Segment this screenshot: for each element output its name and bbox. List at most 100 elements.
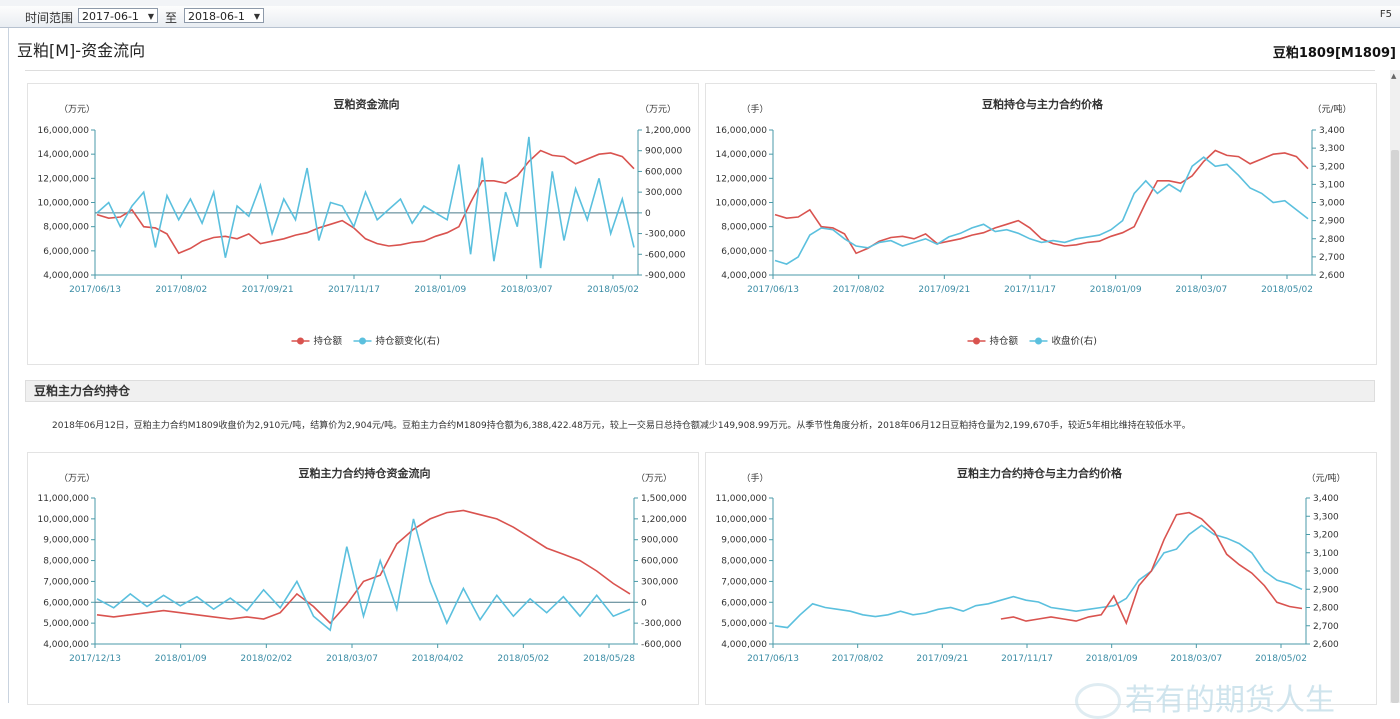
y-left-unit: （万元） (59, 473, 95, 484)
y-right-tick-label: 600,000 (645, 167, 682, 177)
chart-fund-flow: 豆粕资金流向 （万元） （万元） 4,000,000 6,000,000 8,000,00… (37, 97, 691, 347)
x-tick-label: 2018/01/09 (155, 654, 207, 664)
y-left-tick-label: 11,000,000 (715, 494, 767, 504)
y-right-unit: （元/吨） (1312, 103, 1351, 115)
y-right-tick-label: -300,000 (641, 619, 682, 629)
x-tick-label: 2017/09/21 (918, 285, 970, 295)
y-left-tick-label: 7,000,000 (721, 577, 767, 587)
x-tick-label: 2017/09/21 (242, 285, 294, 295)
y-right-tick-label: 2,900 (1313, 585, 1339, 595)
legend-swatch-dot (973, 337, 980, 345)
y-left-tick-label: 5,000,000 (43, 619, 89, 629)
y-left-tick-label: 4,000,000 (721, 640, 767, 650)
y-left-tick-label: 4,000,000 (721, 271, 767, 281)
contract-label: 豆粕1809[M1809] (1272, 46, 1396, 61)
legend-swatch-dot (1035, 337, 1042, 345)
y-right-tick-label: 2,900 (1319, 217, 1345, 227)
y-left-tick-label: 9,000,000 (721, 536, 767, 546)
y-left-tick-label: 6,000,000 (43, 598, 89, 608)
y-left-tick-label: 16,000,000 (37, 126, 89, 136)
y-right-tick-label: 1,200,000 (641, 515, 687, 525)
f5-refresh-button[interactable]: F5 (1379, 9, 1392, 20)
legend: 持仓额 收盘价(右) (967, 335, 1097, 347)
y-right-unit: （元/吨） (1306, 472, 1345, 484)
x-tick-label: 2017/11/17 (328, 285, 380, 295)
series-line-1 (96, 518, 631, 632)
section-header: 豆粕主力合约持仓 (25, 380, 1375, 402)
x-tick-label: 2017/06/13 (69, 285, 121, 295)
watermark-icon (1075, 683, 1121, 719)
chart-panel-fund-flow: 豆粕资金流向 （万元） （万元） 4,000,000 6,000,000 8,000,00… (27, 83, 699, 365)
y-right-tick-label: 300,000 (645, 188, 682, 198)
x-tick-label: 2017/06/13 (747, 285, 799, 295)
series-line-0 (96, 509, 631, 625)
x-tick-label: 2017/08/02 (155, 285, 207, 295)
y-right-tick-label: 0 (645, 209, 651, 219)
x-tick-label: 2018/05/02 (497, 654, 549, 664)
time-range-label: 时间范围 (25, 11, 74, 25)
start-date-value: 2017-06-1 (82, 10, 139, 23)
legend-label: 收盘价(右) (1052, 335, 1097, 347)
x-tick-label: 2017/08/02 (832, 654, 884, 664)
y-right-tick-label: 900,000 (645, 147, 682, 157)
y-left-tick-label: 10,000,000 (715, 515, 767, 525)
legend-swatch-dot (297, 337, 304, 345)
series-line-0 (774, 149, 1309, 255)
y-right-tick-label: 0 (641, 598, 647, 608)
y-right-unit: （万元） (636, 473, 672, 484)
y-left-tick-label: 6,000,000 (721, 598, 767, 608)
series-line-1 (774, 156, 1309, 265)
legend-label: 持仓额 (990, 335, 1019, 347)
series-line-0 (774, 524, 1303, 629)
y-right-tick-label: -600,000 (645, 250, 686, 260)
legend-swatch-dot (359, 337, 366, 345)
chart-panel-main-contract-position-price: 豆粕主力合约持仓与主力合约价格 （手） （元/吨） 4,000,000 5,000,00… (705, 452, 1377, 705)
x-tick-label: 2017/12/13 (69, 654, 121, 664)
y-right-tick-label: 3,400 (1319, 126, 1345, 136)
y-right-tick-label: 2,600 (1313, 640, 1339, 650)
x-tick-label: 2018/05/02 (587, 285, 639, 295)
y-right-tick-label: 2,600 (1319, 271, 1345, 281)
chart-panel-main-contract-fund-flow: 豆粕主力合约持仓资金流向 （万元） （万元） 4,000,000 5,000,000 6,… (27, 452, 699, 705)
chart-title: 豆粕主力合约持仓与主力合约价格 (957, 466, 1123, 480)
y-right-tick-label: 1,200,000 (645, 126, 691, 136)
y-right-tick-label: 3,300 (1313, 512, 1339, 522)
y-right-tick-label: 3,000 (1319, 199, 1345, 209)
x-tick-label: 2018/03/07 (1170, 654, 1222, 664)
y-left-tick-label: 9,000,000 (43, 536, 89, 546)
chart-title: 豆粕资金流向 (334, 97, 400, 111)
filter-toolbar: 时间范围 2017-06-1 ▼ 至 2018-06-1 ▼ F5 (0, 6, 1400, 28)
divider (25, 70, 1375, 71)
chart-position-price: 豆粕持仓与主力合约价格 （手） （元/吨） 4,000,000 6,000,000 8,0… (715, 97, 1351, 347)
y-left-unit: （万元） (59, 104, 95, 115)
y-right-tick-label: -600,000 (641, 640, 682, 650)
y-left-tick-label: 10,000,000 (37, 515, 89, 525)
y-left-tick-label: 10,000,000 (715, 199, 767, 209)
y-right-tick-label: 2,800 (1319, 235, 1345, 245)
chart-title: 豆粕主力合约持仓资金流向 (299, 466, 431, 480)
scroll-up-icon[interactable]: ▲ (1391, 72, 1397, 80)
legend-label: 持仓额变化(右) (376, 335, 440, 347)
x-tick-label: 2017/11/17 (1004, 285, 1056, 295)
y-left-tick-label: 8,000,000 (721, 557, 767, 567)
y-left-tick-label: 5,000,000 (721, 619, 767, 629)
series-line-0 (96, 149, 635, 255)
y-right-tick-label: 2,700 (1319, 253, 1345, 263)
vertical-scrollbar[interactable]: ▲ (1390, 70, 1400, 703)
summary-text: 2018年06月12日，豆粕主力合约M1809收盘价为2,910元/吨，结算价为… (52, 421, 1191, 431)
legend-label: 持仓额 (314, 335, 343, 347)
y-left-tick-label: 6,000,000 (43, 247, 89, 257)
chevron-down-icon: ▼ (147, 12, 154, 21)
y-right-tick-label: 300,000 (641, 577, 678, 587)
y-right-tick-label: 900,000 (641, 536, 678, 546)
x-tick-label: 2018/03/07 (501, 285, 553, 295)
y-left-tick-label: 8,000,000 (43, 223, 89, 233)
end-date-select[interactable]: 2018-06-1 ▼ (184, 8, 264, 23)
y-right-tick-label: 3,100 (1319, 180, 1345, 190)
start-date-select[interactable]: 2017-06-1 ▼ (78, 8, 158, 23)
y-right-unit: （万元） (640, 104, 676, 115)
end-date-value: 2018-06-1 (188, 10, 245, 23)
y-left-tick-label: 11,000,000 (37, 494, 89, 504)
scrollbar-thumb[interactable] (1391, 150, 1399, 703)
chevron-down-icon: ▼ (253, 12, 260, 21)
